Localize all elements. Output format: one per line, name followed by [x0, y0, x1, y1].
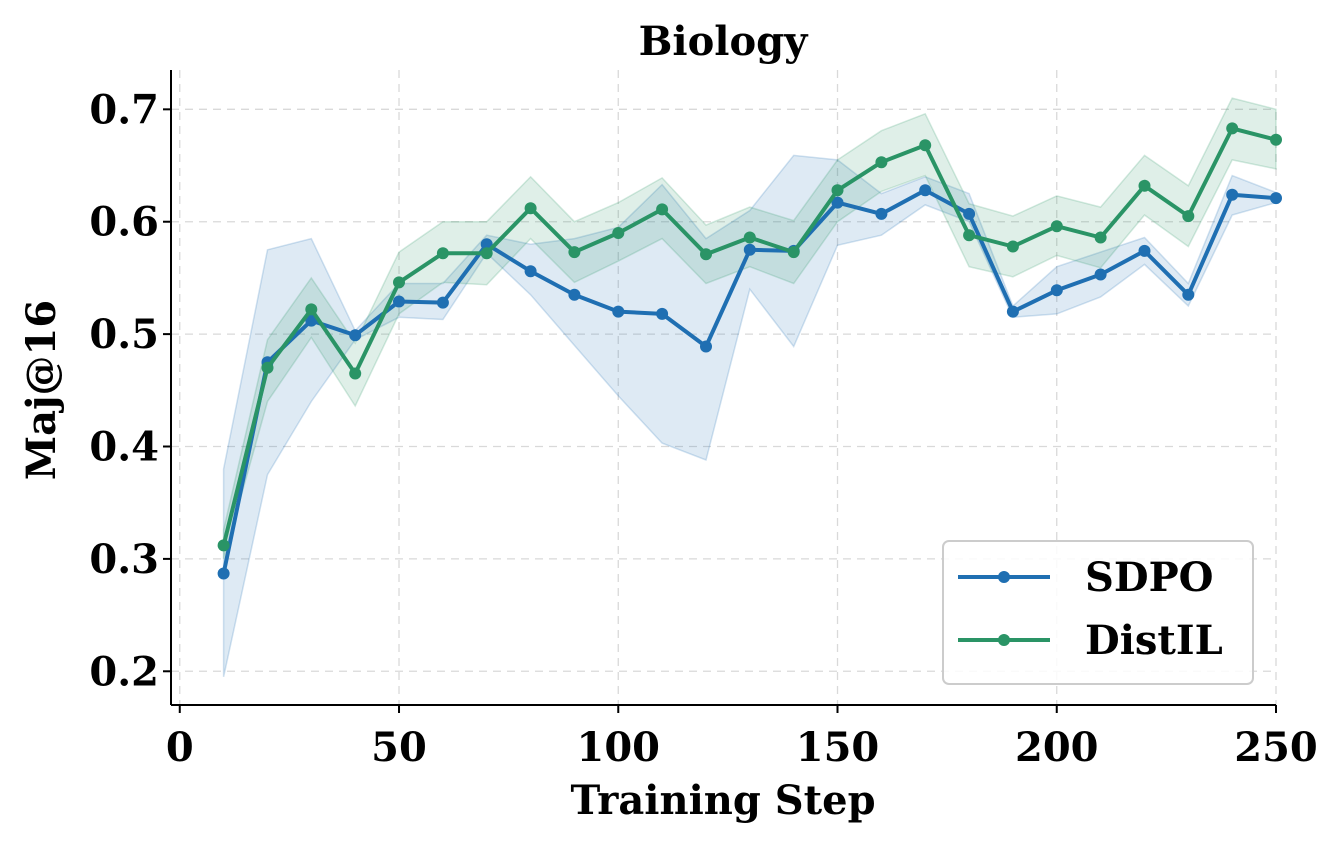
- point-distil: [875, 156, 888, 169]
- point-distil: [919, 139, 932, 152]
- point-distil: [436, 247, 449, 260]
- x-tick-label: 100: [577, 724, 661, 771]
- point-sdpo: [524, 265, 537, 278]
- point-distil: [261, 361, 274, 374]
- axes: [170, 70, 1276, 706]
- point-distil: [1182, 210, 1195, 223]
- point-distil: [743, 231, 756, 244]
- legend-label-distil: DistIL: [1085, 617, 1223, 664]
- point-distil: [524, 202, 537, 215]
- point-sdpo: [831, 196, 844, 209]
- point-sdpo: [217, 567, 230, 580]
- y-tick-label: 0.6: [89, 199, 159, 246]
- y-tick-label: 0.2: [89, 648, 159, 695]
- point-distil: [1270, 133, 1282, 146]
- point-sdpo: [436, 296, 449, 309]
- y-tick-label: 0.3: [89, 536, 159, 583]
- x-ticks: 0 50 100 150 200 250: [166, 705, 1318, 771]
- point-sdpo: [612, 305, 625, 318]
- point-sdpo: [700, 340, 712, 353]
- point-distil: [1094, 231, 1107, 244]
- point-sdpo: [963, 207, 976, 220]
- legend: SDPO DistIL: [942, 540, 1254, 685]
- point-sdpo: [1182, 288, 1195, 301]
- point-distil: [1050, 220, 1063, 233]
- point-distil: [217, 539, 230, 552]
- x-tick-label: 200: [1015, 724, 1099, 771]
- point-distil: [393, 276, 405, 289]
- point-sdpo: [1138, 244, 1151, 257]
- point-sdpo: [656, 307, 669, 320]
- x-tick-label: 50: [371, 724, 427, 771]
- series-lines: [217, 122, 1282, 580]
- y-ticks: 0.2 0.3 0.4 0.5 0.6 0.7: [89, 86, 171, 695]
- legend-label-sdpo: SDPO: [1085, 554, 1214, 601]
- point-sdpo: [1270, 192, 1282, 205]
- x-tick-label: 250: [1234, 724, 1318, 771]
- point-distil: [1138, 179, 1151, 192]
- point-sdpo: [393, 295, 405, 308]
- point-distil: [831, 184, 844, 197]
- point-sdpo: [1226, 188, 1239, 201]
- y-tick-label: 0.5: [89, 311, 159, 358]
- point-distil: [656, 203, 669, 216]
- point-sdpo: [875, 207, 888, 220]
- point-sdpo: [743, 243, 756, 256]
- point-distil: [787, 246, 800, 259]
- y-axis-label: Maj@16: [18, 300, 65, 480]
- point-distil: [349, 367, 362, 380]
- point-sdpo: [1094, 268, 1107, 281]
- x-tick-label: 0: [166, 724, 194, 771]
- point-sdpo: [1050, 284, 1063, 297]
- point-sdpo: [1006, 305, 1019, 318]
- point-sdpo: [919, 184, 932, 197]
- point-sdpo: [349, 329, 362, 342]
- band-distil: [222, 97, 1277, 560]
- point-sdpo: [568, 288, 581, 301]
- point-sdpo: [480, 238, 493, 251]
- point-distil: [700, 248, 712, 261]
- chart-title: Biology: [639, 18, 810, 65]
- x-tick-label: 150: [796, 724, 880, 771]
- point-distil: [963, 229, 976, 242]
- point-distil: [1226, 122, 1239, 135]
- x-axis-label: Training Step: [570, 777, 875, 824]
- y-tick-label: 0.4: [89, 424, 159, 471]
- y-tick-label: 0.7: [89, 86, 159, 133]
- point-sdpo: [305, 314, 318, 327]
- point-distil: [612, 227, 625, 239]
- legend-marker-distil: [998, 634, 1010, 646]
- point-distil: [480, 247, 493, 260]
- legend-marker-sdpo: [998, 571, 1010, 583]
- point-distil: [568, 246, 581, 259]
- point-distil: [305, 303, 318, 316]
- point-distil: [1006, 240, 1019, 253]
